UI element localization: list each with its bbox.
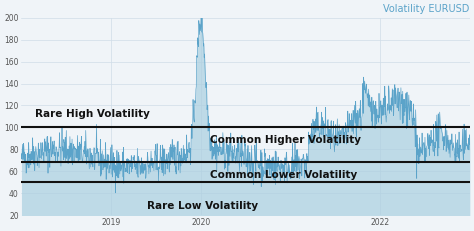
Text: Rare High Volatility: Rare High Volatility xyxy=(35,109,150,119)
Text: Common Higher Volatility: Common Higher Volatility xyxy=(210,135,361,145)
Text: Common Lower Volatility: Common Lower Volatility xyxy=(210,170,357,180)
Text: Rare Low Volatility: Rare Low Volatility xyxy=(147,201,258,211)
Text: Volatility EURUSD: Volatility EURUSD xyxy=(383,4,470,14)
